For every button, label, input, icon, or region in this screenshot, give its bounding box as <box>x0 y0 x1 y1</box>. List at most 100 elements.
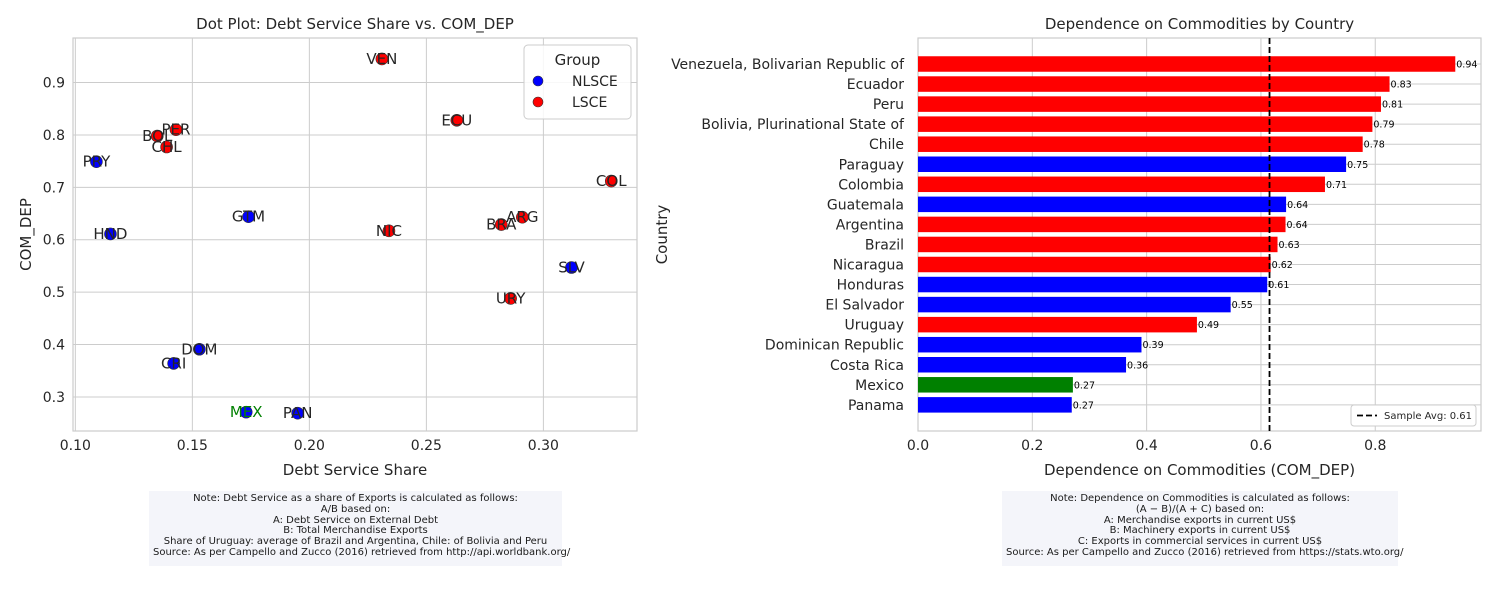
scatter-y-axis-label: COM_DEP <box>17 198 36 271</box>
right-note-line: Source: As per Campello and Zucco (2016)… <box>1006 546 1404 558</box>
country-label: Nicaragua <box>833 258 904 274</box>
scatter-point <box>90 155 103 168</box>
bar <box>918 196 1287 213</box>
bar-value-label: 0.27 <box>1074 380 1095 391</box>
bar-value-label: 0.83 <box>1391 80 1412 91</box>
scatter-title: Dot Plot: Debt Service Share vs. COM_DEP <box>196 15 514 34</box>
point-label: GTM <box>232 208 265 226</box>
point-label: CRI <box>161 354 186 372</box>
point-label: CHL <box>152 138 183 156</box>
scatter-point <box>150 129 164 143</box>
bar-value-label: 0.39 <box>1142 340 1163 351</box>
legend-label: LSCE <box>572 95 607 111</box>
country-label: Paraguay <box>839 157 904 173</box>
country-label: Colombia <box>838 177 904 193</box>
point-label: BOL <box>142 127 173 145</box>
legend-marker <box>532 96 544 108</box>
bar <box>918 256 1271 273</box>
bar-value-label: 0.61 <box>1268 280 1289 291</box>
bar-value-label: 0.55 <box>1232 300 1253 311</box>
bar-value-label: 0.49 <box>1198 320 1219 331</box>
country-label: Costa Rica <box>830 358 904 374</box>
point-label: PER <box>161 121 190 139</box>
country-label: El Salvador <box>825 298 904 314</box>
bar-value-label: 0.36 <box>1127 360 1148 371</box>
right-note-box: Note: Dependence on Commodities is calcu… <box>1002 491 1404 566</box>
bar-value-label: 0.64 <box>1287 220 1308 231</box>
point-label: HND <box>93 225 127 243</box>
y-tick-label: 0.5 <box>43 285 65 301</box>
bar-value-label: 0.64 <box>1287 200 1308 211</box>
bar <box>918 236 1278 253</box>
country-label: Ecuador <box>847 77 904 93</box>
bar-value-label: 0.78 <box>1364 140 1385 151</box>
x-tick-label: 0.20 <box>294 438 325 454</box>
country-label: Brazil <box>865 237 904 253</box>
scatter-plot-frame <box>72 37 638 432</box>
country-label: Uruguay <box>845 318 905 334</box>
left-note-line: Note: Debt Service as a share of Exports… <box>193 493 518 504</box>
bar <box>918 116 1373 132</box>
point-label: NIC <box>376 222 402 240</box>
bar-value-label: 0.79 <box>1373 120 1394 131</box>
country-label: Dominican Republic <box>765 338 904 354</box>
point-label: URY <box>496 289 526 307</box>
bar <box>918 136 1363 152</box>
point-label: MEX <box>230 403 263 421</box>
x-tick-label: 0.0 <box>907 438 929 454</box>
country-label: Peru <box>873 97 904 113</box>
bar <box>918 336 1142 353</box>
left-note-line: Source: As per Campello and Zucco (2016)… <box>153 546 571 558</box>
bar-value-label: 0.71 <box>1326 180 1347 191</box>
left-note-line: A: Debt Service on External Debt <box>272 514 439 526</box>
x-tick-label: 0.8 <box>1364 438 1386 454</box>
bar-value-label: 0.81 <box>1382 100 1403 111</box>
y-tick-label: 0.7 <box>43 180 65 196</box>
country-label: Bolivia, Plurinational State of <box>701 117 905 133</box>
country-label: Panama <box>848 398 904 414</box>
point-label: SLV <box>558 259 585 277</box>
bar <box>918 156 1347 172</box>
bar <box>918 216 1286 233</box>
point-label: PAN <box>283 404 313 422</box>
bar-legend-box <box>1350 404 1477 427</box>
country-label: Argentina <box>836 217 904 233</box>
scatter-point <box>450 113 464 127</box>
y-tick-label: 0.8 <box>43 128 65 144</box>
bar <box>918 96 1381 112</box>
right-note-line: (A − B)/(A + C) based on: <box>1135 503 1265 515</box>
scatter-point <box>242 210 255 223</box>
legend-title: Group <box>555 51 601 69</box>
x-tick-label: 0.2 <box>1021 438 1043 454</box>
y-tick-label: 0.6 <box>43 233 65 249</box>
country-label: Honduras <box>837 278 904 294</box>
scatter-point <box>375 52 389 66</box>
left-note-box: Note: Debt Service as a share of Exports… <box>149 491 571 566</box>
scatter-point <box>516 210 529 224</box>
scatter-point <box>504 292 517 305</box>
scatter-point <box>291 406 304 420</box>
x-tick-label: 0.4 <box>1135 438 1157 454</box>
y-tick-label: 0.4 <box>43 338 65 354</box>
scatter-point <box>604 174 618 188</box>
bar <box>918 377 1073 393</box>
scatter-point <box>382 224 396 238</box>
scatter-point <box>193 342 206 356</box>
bar-value-label: 0.27 <box>1073 400 1094 411</box>
x-tick-label: 0.30 <box>528 438 559 454</box>
y-tick-label: 0.9 <box>43 76 65 92</box>
x-tick-label: 0.6 <box>1250 438 1272 454</box>
bar <box>918 76 1390 92</box>
scatter-point <box>494 218 508 231</box>
point-label: PRY <box>83 153 112 171</box>
point-label: COL <box>596 172 627 190</box>
scatter-point <box>167 357 180 370</box>
y-tick-label: 0.3 <box>43 390 65 406</box>
bar-value-label: 0.62 <box>1272 260 1293 271</box>
legend-label: Sample Avg: 0.61 <box>1384 411 1472 422</box>
x-tick-label: 0.25 <box>411 438 442 454</box>
right-note-line: B: Machinery exports in current US$ <box>1109 525 1291 537</box>
scatter-point <box>160 140 173 154</box>
right-note-line: Note: Dependence on Commodities is calcu… <box>1050 493 1350 504</box>
bar-chart-title: Dependence on Commodities by Country <box>1045 15 1354 33</box>
